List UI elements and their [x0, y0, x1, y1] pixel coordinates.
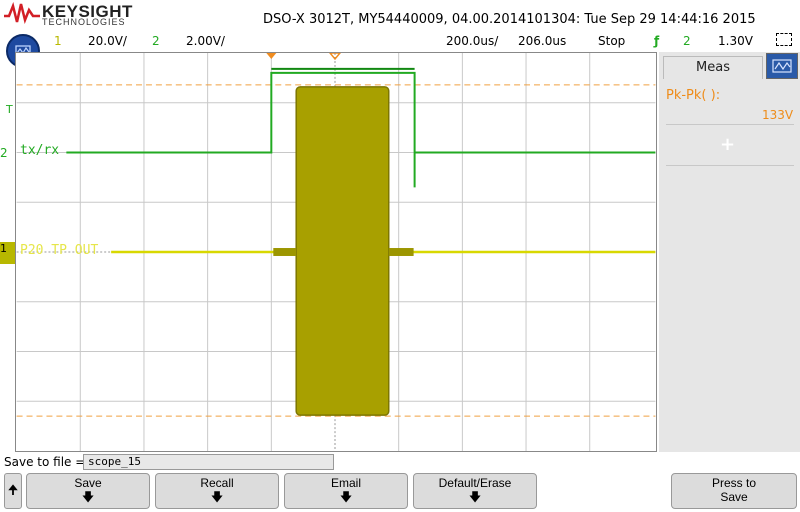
- panel-divider: [666, 165, 794, 166]
- measurement-value: 133V: [762, 108, 794, 122]
- email-button-label: Email: [330, 476, 361, 490]
- filename-field[interactable]: scope_15: [83, 454, 334, 470]
- trigger-level[interactable]: 1.30V: [718, 34, 753, 48]
- ch2-ground-marker[interactable]: 2: [0, 146, 8, 160]
- ch1-number[interactable]: 1: [54, 34, 62, 48]
- add-measurement-button[interactable]: +: [720, 134, 736, 155]
- recall-button-label: Recall: [200, 476, 234, 490]
- press-to-save-button[interactable]: Press to Save: [671, 473, 797, 509]
- ch1-burst-shadow-right: [388, 248, 414, 256]
- ch1-ground-marker[interactable]: 1: [0, 242, 15, 264]
- default-erase-button-label: Default/Erase: [438, 476, 512, 490]
- measure-icon: [772, 59, 792, 73]
- recall-button[interactable]: Recall 🡇: [155, 473, 279, 509]
- ch1-burst: [295, 86, 390, 416]
- waveform-display[interactable]: [15, 52, 657, 452]
- timebase[interactable]: 200.0us/: [446, 34, 499, 48]
- ch1-trace-label: P20 TP OUT: [20, 243, 99, 258]
- brand-logo: KEYSIGHT: [42, 2, 133, 21]
- email-button[interactable]: Email 🡇: [284, 473, 408, 509]
- trigger-level-marker[interactable]: T: [6, 103, 13, 116]
- keysight-wave-icon: [4, 2, 40, 24]
- default-erase-button[interactable]: Default/Erase 🡇: [413, 473, 537, 509]
- save-button[interactable]: Save 🡇: [26, 473, 150, 509]
- ch2-scale[interactable]: 2.00V/: [186, 34, 225, 48]
- run-state[interactable]: Stop: [598, 34, 626, 48]
- down-arrow-icon: 🡇: [339, 490, 353, 504]
- menu-up-button[interactable]: 🠉: [4, 473, 22, 509]
- ch1-scale[interactable]: 20.0V/: [88, 34, 127, 48]
- trigger-source[interactable]: 2: [683, 34, 691, 48]
- side-panel: [659, 52, 800, 452]
- ch2-number[interactable]: 2: [152, 34, 160, 48]
- brand-subtitle: TECHNOLOGIES: [42, 17, 126, 27]
- panel-tab-button[interactable]: [766, 53, 798, 79]
- down-arrow-icon: 🡇: [210, 490, 224, 504]
- save-to-file-label: Save to file =: [4, 455, 86, 469]
- down-arrow-icon: 🡇: [468, 490, 482, 504]
- measurement-label[interactable]: Pk-Pk( ):: [666, 88, 721, 103]
- trigger-position-marker[interactable]: [266, 53, 277, 59]
- press-save-label: Save: [720, 490, 748, 504]
- ch2-trace-label: tx/rx: [20, 143, 60, 158]
- trigger-edge-icon[interactable]: ƒ: [654, 34, 660, 48]
- ch1-burst-shadow-left: [273, 248, 297, 256]
- down-arrow-icon: 🡇: [81, 490, 95, 504]
- delay[interactable]: 206.0us: [518, 34, 567, 48]
- delay-marker[interactable]: [329, 53, 341, 61]
- tab-meas[interactable]: Meas: [663, 56, 763, 79]
- ch2-trace: [66, 71, 416, 188]
- press-to-label: Press to: [711, 476, 756, 490]
- display-menu-icon[interactable]: [776, 33, 792, 46]
- save-button-label: Save: [74, 476, 102, 490]
- panel-divider: [666, 124, 794, 125]
- scope-info: DSO-X 3012T, MY54440009, 04.00.201410130…: [263, 12, 756, 27]
